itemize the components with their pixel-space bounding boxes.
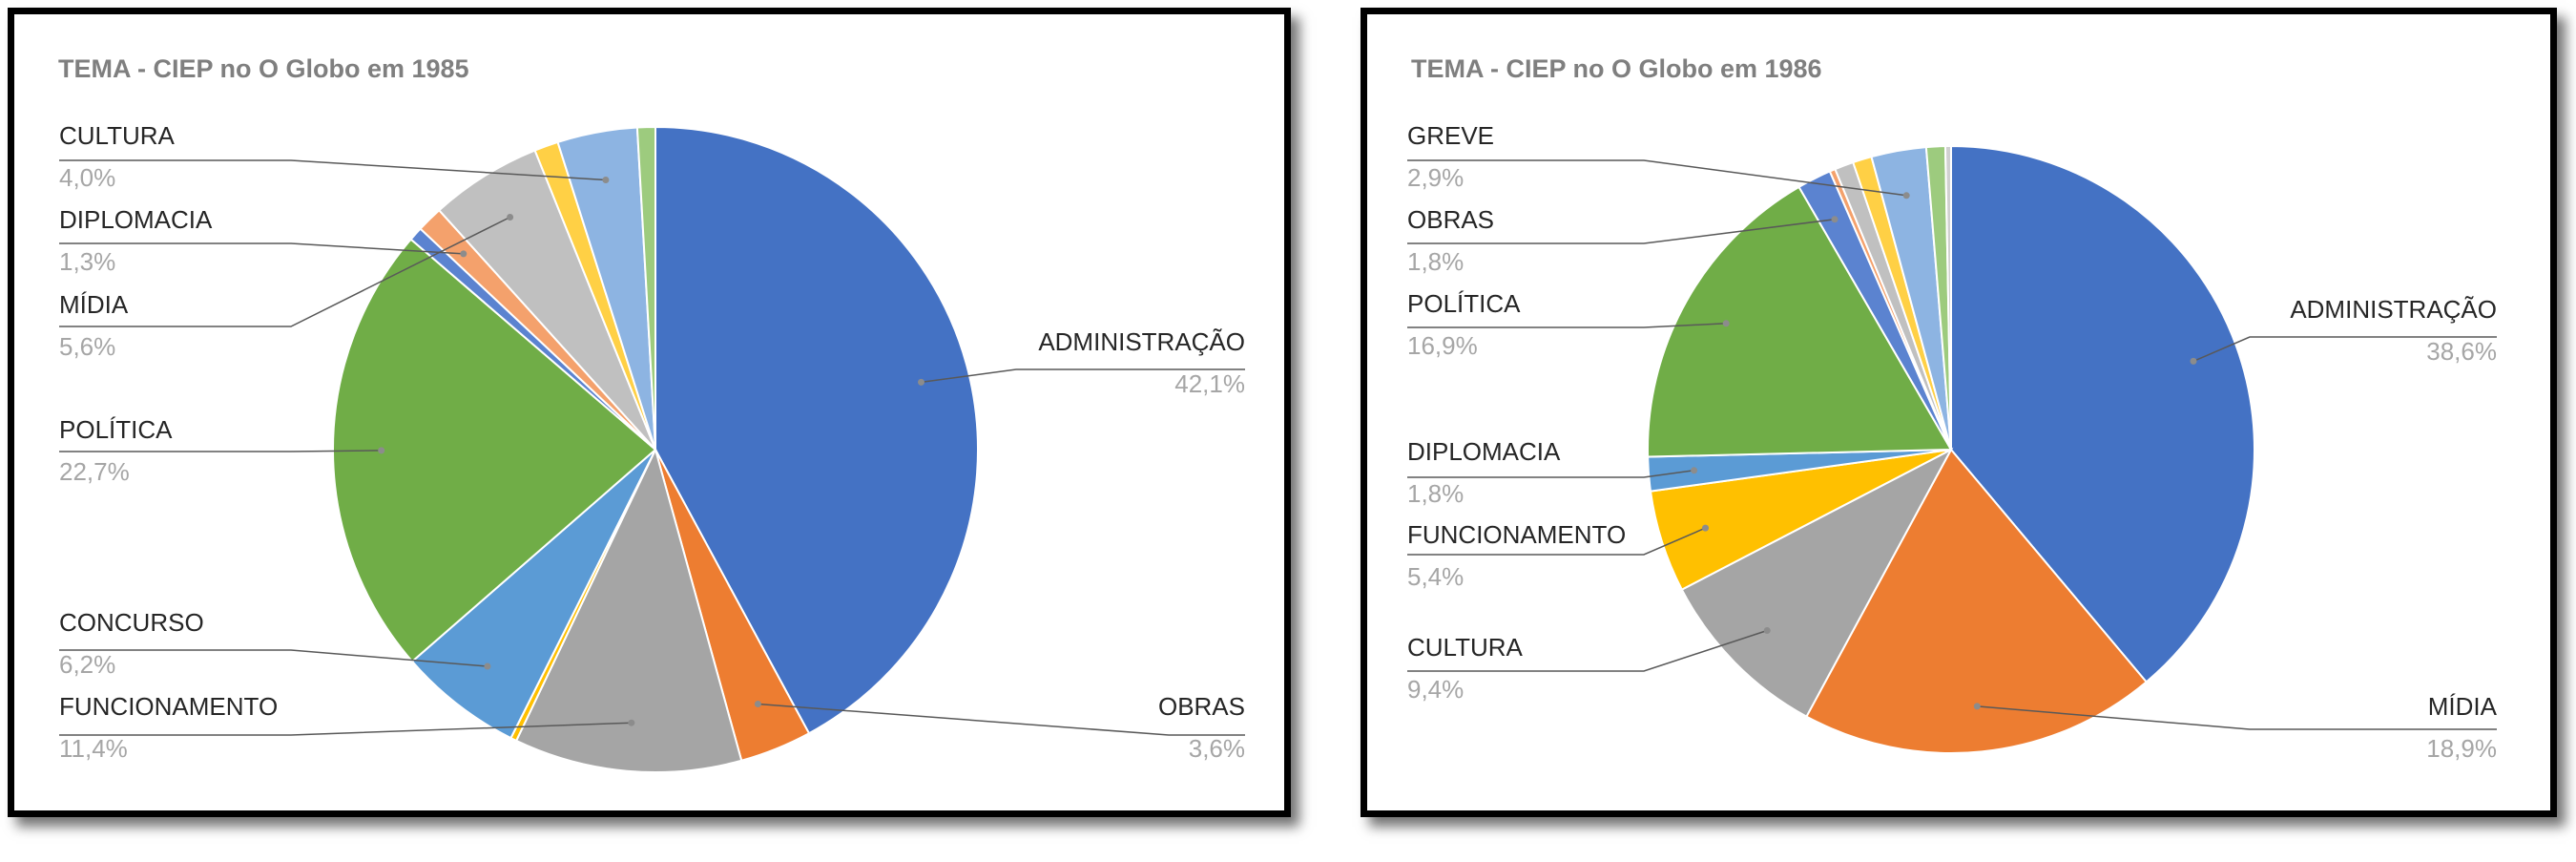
- data-label-administracao: ADMINISTRAÇÃO 38,6%: [2290, 297, 2497, 364]
- data-label-cultura: CULTURA 9,4%: [1407, 635, 1523, 702]
- leader-anchor-dot: [2190, 357, 2197, 365]
- category-label: MÍDIA: [59, 290, 129, 319]
- leader-lines: [1407, 159, 2497, 730]
- data-label-administracao: ADMINISTRAÇÃO 42,1%: [1038, 329, 1245, 396]
- leader-anchor-dot: [1691, 467, 1698, 474]
- category-label: CULTURA: [59, 121, 175, 150]
- percent-label: 1,8%: [1407, 479, 1465, 508]
- pie-slice-administracao: [1950, 144, 2255, 683]
- category-label: FUNCIONAMENTO: [59, 692, 279, 721]
- leader-anchor-dot: [754, 701, 761, 707]
- pie-chart-1985: [59, 125, 1245, 773]
- leader-line: [59, 242, 464, 255]
- chart-title: TEMA - CIEP no O Globo em 1985: [58, 54, 469, 83]
- percent-label: 6,2%: [59, 650, 116, 679]
- data-label-politica: POLÍTICA 16,9%: [1407, 291, 1520, 358]
- leader-line: [1407, 470, 1694, 478]
- category-label: POLÍTICA: [59, 415, 173, 444]
- pie-chart-1986: [1407, 144, 2497, 754]
- pie-slice-concurso: [410, 449, 656, 740]
- data-label-obras: OBRAS 3,6%: [1158, 694, 1245, 761]
- percent-label: 11,4%: [59, 734, 128, 763]
- data-label-politica: POLÍTICA 22,7%: [59, 417, 172, 484]
- data-label-diplomacia: DIPLOMACIA 1,8%: [1407, 439, 1560, 506]
- leader-anchor-dot: [1831, 216, 1839, 223]
- pie-slice-unlabeled: [1943, 144, 1952, 451]
- percent-label: 2,9%: [1407, 163, 1465, 192]
- leader-line: [59, 722, 632, 736]
- percent-label: 9,4%: [1407, 675, 1465, 704]
- data-label-funcionamento: FUNCIONAMENTO 5,4%: [1407, 522, 1626, 589]
- leader-anchor-dot: [378, 447, 385, 454]
- category-label: MÍDIA: [2427, 692, 2497, 721]
- category-label: POLÍTICA: [1407, 289, 1521, 318]
- percent-label: 5,4%: [1407, 562, 1465, 591]
- leader-line: [1407, 527, 1706, 556]
- chart-title: TEMA - CIEP no O Globo em 1986: [1411, 54, 1822, 83]
- percent-label: 1,3%: [59, 247, 116, 276]
- data-label-cultura: CULTURA 4,0%: [59, 123, 175, 190]
- category-label: OBRAS: [1157, 692, 1245, 721]
- category-label: FUNCIONAMENTO: [1407, 520, 1627, 549]
- data-label-midia: MÍDIA 5,6%: [59, 292, 128, 359]
- leader-anchor-dot: [602, 177, 610, 183]
- leader-line: [2192, 336, 2497, 363]
- leader-line: [1407, 323, 1727, 328]
- category-label: ADMINISTRAÇÃO: [1038, 327, 1245, 356]
- leader-anchor-dot: [1902, 192, 1910, 200]
- percent-label: 4,0%: [59, 163, 116, 192]
- data-label-midia: MÍDIA 18,9%: [2426, 694, 2497, 761]
- leader-line: [59, 450, 382, 452]
- pie-slice-politica: [1647, 185, 1953, 458]
- percent-label: 1,8%: [1407, 247, 1465, 276]
- pie-slice-unlabeled: [635, 125, 656, 451]
- leader-anchor-dot: [918, 378, 924, 386]
- leader-line: [1977, 705, 2497, 730]
- leader-line: [1407, 219, 1836, 244]
- leader-line: [59, 159, 606, 181]
- category-label: DIPLOMACIA: [59, 205, 213, 234]
- percent-label: 42,1%: [1174, 369, 1245, 398]
- data-label-obras: OBRAS 1,8%: [1407, 207, 1494, 274]
- leader-line: [1407, 629, 1768, 672]
- leader-anchor-dot: [628, 719, 635, 726]
- category-label: ADMINISTRAÇÃO: [2290, 295, 2497, 324]
- leader-line: [758, 703, 1245, 736]
- leader-anchor-dot: [507, 214, 514, 221]
- percent-label: 3,6%: [1188, 734, 1245, 763]
- chart-panel-1986: TEMA - CIEP no O Globo em 1986 ADMINISTR…: [1361, 8, 2557, 817]
- percent-label: 38,6%: [2426, 337, 2497, 366]
- category-label: CULTURA: [1407, 633, 1523, 662]
- category-label: DIPLOMACIA: [1407, 437, 1561, 466]
- leader-line: [59, 649, 488, 667]
- leader-anchor-dot: [1763, 627, 1771, 634]
- percent-label: 22,7%: [59, 457, 130, 486]
- percent-label: 18,9%: [2426, 734, 2497, 763]
- leader-anchor-dot: [1702, 524, 1709, 532]
- category-label: OBRAS: [1407, 205, 1495, 234]
- data-label-diplomacia: DIPLOMACIA 1,3%: [59, 207, 212, 274]
- data-label-funcionamento: FUNCIONAMENTO 11,4%: [59, 694, 278, 761]
- chart-panel-1985: TEMA - CIEP no O Globo em 1985 ADMINISTR…: [8, 8, 1291, 817]
- percent-label: 16,9%: [1407, 331, 1478, 360]
- leader-lines: [59, 159, 1245, 736]
- category-label: GREVE: [1407, 121, 1495, 150]
- leader-line: [921, 368, 1245, 384]
- leader-anchor-dot: [1722, 320, 1730, 327]
- pie-slice-cultura: [1680, 447, 1954, 718]
- leader-anchor-dot: [460, 250, 467, 258]
- data-label-greve: GREVE 2,9%: [1407, 123, 1494, 190]
- leader-line: [1407, 159, 1907, 197]
- pie-slice-administracao: [654, 125, 980, 735]
- leader-anchor-dot: [484, 662, 491, 670]
- data-label-concurso: CONCURSO 6,2%: [59, 610, 204, 677]
- category-label: CONCURSO: [59, 608, 204, 637]
- percent-label: 5,6%: [59, 332, 116, 361]
- leader-anchor-dot: [1973, 703, 1981, 710]
- leader-line: [59, 216, 510, 327]
- pie-slice-funcionamento: [514, 447, 743, 773]
- pie-slice-midia: [1805, 448, 2149, 754]
